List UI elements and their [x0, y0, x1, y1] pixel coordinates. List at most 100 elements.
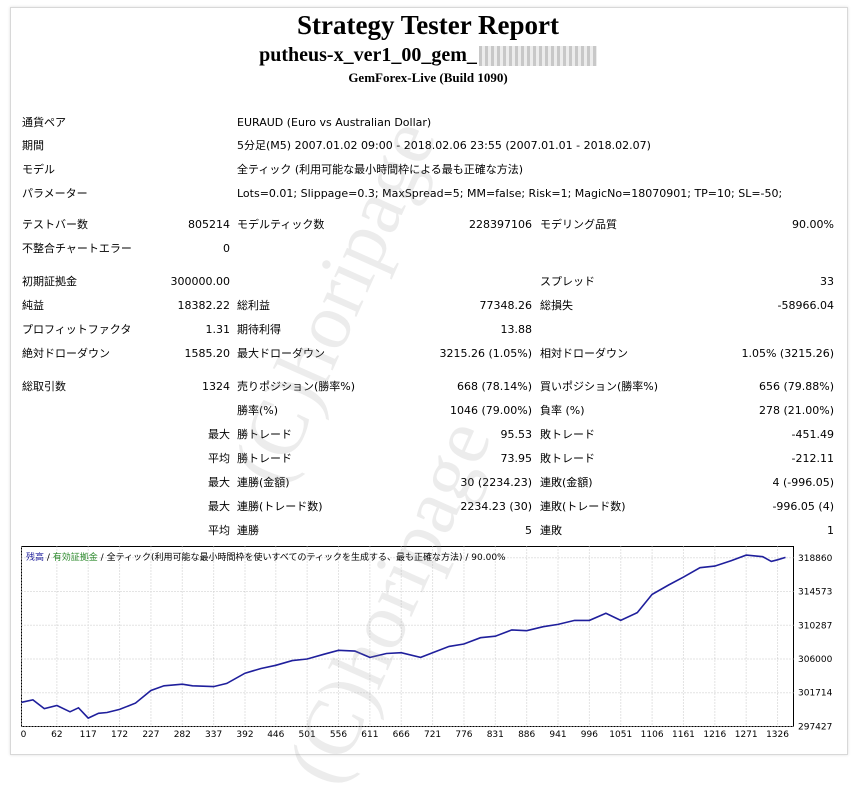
losspct-label: 負率 (%)	[540, 404, 585, 417]
info-value-model: 全ティック (利用可能な最小時間枠による最も正確な方法)	[237, 163, 524, 176]
x-tick-label: 831	[487, 730, 504, 740]
y-tick-label: 297427	[798, 723, 832, 733]
pf-value: 1.31	[205, 323, 231, 336]
info-label-period: 期間	[22, 139, 44, 152]
avg-consec-win-label: 連勝	[237, 524, 259, 537]
netprofit-label: 純益	[22, 299, 44, 312]
info-value-period: 5分足(M5) 2007.01.02 09:00 - 2018.02.06 23…	[237, 139, 651, 152]
bars-value: 805214	[188, 218, 230, 231]
y-tick-labels: 318860 314573 310287 306000 301714 297427	[798, 554, 833, 733]
trades-label: 総取引数	[22, 380, 66, 393]
reldd-value: 1.05% (3215.26)	[741, 347, 834, 360]
x-tick-label: 227	[142, 730, 159, 740]
x-tick-label: 1326	[766, 730, 789, 740]
grossprofit-label: 総利益	[237, 299, 270, 312]
x-tick-label: 117	[80, 730, 97, 740]
long-label: 買いポジション(勝率%)	[540, 380, 659, 393]
x-tick-label: 1106	[641, 730, 664, 740]
x-tick-label: 776	[455, 730, 472, 740]
info-value-params: Lots=0.01; Slippage=0.3; MaxSpread=5; MM…	[237, 187, 783, 200]
pf-label: プロフィットファクタ	[22, 323, 132, 336]
x-tick-label: 1051	[609, 730, 632, 740]
x-tick-label: 556	[330, 730, 347, 740]
x-tick-label: 721	[424, 730, 441, 740]
deposit-label: 初期証拠金	[22, 275, 77, 288]
ticks-value: 228397106	[469, 218, 532, 231]
info-value-symbol: EURAUD (Euro vs Australian Dollar)	[237, 116, 432, 129]
x-tick-label: 1271	[735, 730, 758, 740]
grossprofit-value: 77348.26	[479, 299, 533, 312]
consec-win-tr-label: 連勝(トレード数)	[237, 500, 323, 513]
report-title: Strategy Tester Report	[297, 10, 559, 40]
consec-win-amt-value: 30 (2234.23)	[460, 476, 532, 489]
info-label-params: パラメーター	[22, 187, 88, 200]
winpct-value: 1046 (79.00%)	[449, 404, 532, 417]
x-tick-label: 392	[236, 730, 253, 740]
largest-loss-value: -451.49	[791, 428, 834, 441]
ea-name-text: putheus-x_ver1_00_gem_	[259, 44, 477, 66]
x-tick-label: 172	[111, 730, 128, 740]
x-tick-label: 282	[174, 730, 191, 740]
ea-name: putheus-x_ver1_00_gem_	[0, 44, 856, 67]
x-tick-label: 611	[361, 730, 378, 740]
balance-line	[21, 554, 786, 720]
max-label: 最大	[208, 428, 230, 441]
consec-win-tr-value: 2234.23 (30)	[460, 500, 532, 513]
quality-value: 90.00%	[792, 218, 834, 231]
consec-loss-amt-label: 連敗(金額)	[540, 476, 593, 489]
mismatch-label: 不整合チャートエラー	[22, 242, 132, 255]
balance-chart: 0 62 117 172 227 282 337 392 446 501 556 611 666 721 7…	[21, 546, 833, 740]
x-tick-label: 941	[549, 730, 566, 740]
expected-label: 期待利得	[237, 323, 281, 336]
maxdd-label: 最大ドローダウン	[237, 347, 325, 360]
winpct-label: 勝率(%)	[237, 404, 279, 417]
trades-value: 1324	[202, 380, 230, 393]
mismatch-value: 0	[223, 242, 230, 255]
x-tick-label: 446	[267, 730, 284, 740]
y-tick-label: 301714	[798, 689, 833, 699]
info-label-symbol: 通貨ペア	[22, 116, 66, 129]
avg-win-label: 勝トレード	[237, 452, 292, 465]
avg-label: 平均	[208, 452, 230, 465]
avg-loss-value: -212.11	[791, 452, 834, 465]
absdd-label: 絶対ドローダウン	[22, 347, 110, 360]
y-tick-label: 314573	[798, 588, 832, 598]
spread-label: スプレッド	[540, 275, 595, 288]
maxdd-value: 3215.26 (1.05%)	[439, 347, 532, 360]
avg-label-2: 平均	[208, 524, 230, 537]
server-build: GemForex-Live (Build 1090)	[348, 70, 508, 85]
avg-consec-loss-label: 連敗	[540, 524, 562, 537]
chart-grid	[21, 546, 794, 727]
consec-loss-tr-value: -996.05 (4)	[772, 500, 834, 513]
avg-loss-label: 敗トレード	[540, 452, 595, 465]
max-label-3: 最大	[208, 500, 230, 513]
x-tick-label: 337	[205, 730, 222, 740]
redacted-block	[478, 46, 597, 67]
y-tick-label: 306000	[798, 655, 833, 665]
consec-loss-amt-value: 4 (-996.05)	[772, 476, 834, 489]
avg-consec-win-value: 5	[525, 524, 532, 537]
grossloss-value: -58966.04	[777, 299, 834, 312]
absdd-value: 1585.20	[184, 347, 231, 360]
ticks-label: モデルティック数	[237, 218, 325, 231]
x-tick-label: 62	[51, 730, 62, 740]
short-label: 売りポジション(勝率%)	[237, 380, 356, 393]
info-label-model: モデル	[22, 163, 55, 176]
avg-consec-loss-value: 1	[827, 524, 834, 537]
max-label-2: 最大	[208, 476, 230, 489]
legend-balance: 残高	[26, 553, 45, 563]
legend-equity: 有効証拠金	[52, 553, 98, 563]
y-tick-label: 310287	[798, 621, 832, 631]
long-value: 656 (79.88%)	[758, 380, 834, 393]
largest-win-value: 95.53	[500, 428, 533, 441]
y-tick-label: 318860	[798, 554, 833, 564]
largest-win-label: 勝トレード	[237, 428, 292, 441]
netprofit-value: 18382.22	[177, 299, 231, 312]
deposit-value: 300000.00	[170, 275, 231, 288]
plot-area	[21, 546, 794, 727]
consec-win-amt-label: 連勝(金額)	[237, 476, 290, 489]
spread-value: 33	[820, 275, 834, 288]
x-tick-label: 886	[518, 730, 535, 740]
legend-sep-3: /	[462, 553, 472, 563]
consec-loss-tr-label: 連敗(トレード数)	[540, 500, 626, 513]
